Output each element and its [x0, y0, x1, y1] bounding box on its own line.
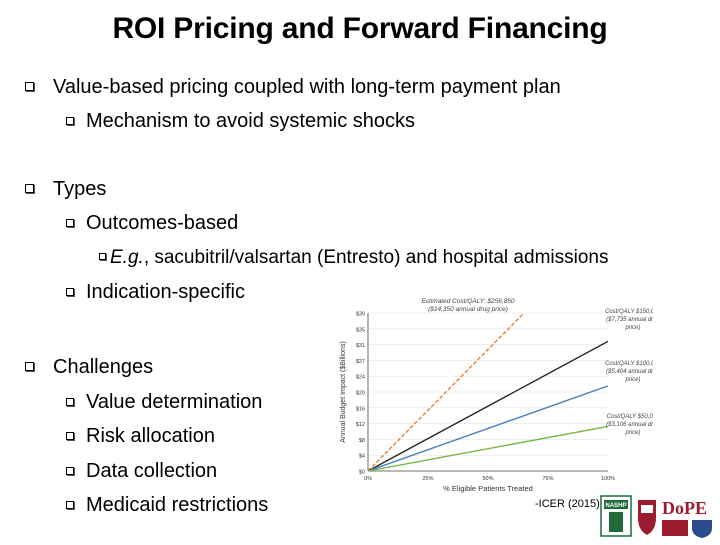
bullet-text: Data collection: [86, 460, 218, 482]
bullet-indication-specific: Indication-specific: [66, 280, 245, 304]
square-bullet-icon: [66, 432, 74, 440]
bullet-text: Mechanism to avoid systemic shocks: [86, 110, 416, 132]
example-abbrev: E.g.: [110, 247, 144, 268]
annotation-cost-qaly-1-line2: ($7,735 annual drug: [606, 317, 653, 323]
square-bullet-icon: [99, 252, 106, 260]
y-tick-label: $31: [356, 343, 365, 349]
bullet-outcomes-based: Outcomes-based: [66, 211, 239, 235]
annotation-cost-qaly-3-line3: price): [624, 430, 640, 436]
y-tick-label: $0: [359, 470, 365, 476]
y-tick-label: $12: [356, 422, 365, 428]
x-tick-label: 100%: [601, 476, 615, 482]
square-bullet-icon: [66, 288, 74, 296]
square-bullet-icon: [25, 362, 34, 371]
square-bullet-icon: [66, 501, 74, 509]
bullet-data-collection: Data collection: [66, 459, 218, 483]
y-tick-label: $8: [359, 438, 365, 444]
y-tick-label: $20: [356, 391, 365, 397]
bullet-text: Medicaid restrictions: [86, 494, 269, 516]
square-bullet-icon: [66, 398, 74, 406]
dope-logo: DoPE: [662, 498, 712, 538]
bullet-text: Challenges: [53, 356, 154, 378]
y-tick-label: $4: [359, 454, 365, 460]
logo-area: NASHP DoPE: [600, 492, 718, 540]
square-bullet-icon: [66, 219, 74, 227]
annotation-estimated-line2: ($14,350 annual drug price): [428, 306, 508, 313]
square-bullet-icon: [25, 82, 34, 91]
x-axis-label: % Eligible Patients Treated: [443, 484, 533, 493]
budget-impact-chart: $0 $4 $8 $12 $16 $20 $24 $27 $31 $35 $39 0% 25% 50% 75…: [333, 288, 662, 498]
annotation-cost-qaly-1-line1: Cost/QALY $150,000: [605, 309, 653, 315]
x-tick-label: 50%: [482, 476, 493, 482]
bullet-mechanism: Mechanism to avoid systemic shocks: [66, 109, 416, 133]
budget-impact-chart-svg: $0 $4 $8 $12 $16 $20 $24 $27 $31 $35 $39 0% 25% 50% 75…: [340, 298, 662, 493]
bullet-risk-allocation: Risk allocation: [66, 424, 215, 448]
y-tick-label: $24: [356, 375, 365, 381]
line-series-50k: [368, 425, 608, 471]
slide-title: ROI Pricing and Forward Financing: [112, 12, 608, 45]
line-series-estimated: [368, 313, 525, 471]
dope-logo-text: DoPE: [662, 498, 707, 518]
y-tick-label: $39: [356, 312, 365, 318]
annotation-cost-qaly-2-line3: price): [624, 377, 640, 383]
line-series-150k: [368, 340, 608, 471]
bullet-medicaid-restrictions: Medicaid restrictions: [66, 493, 269, 517]
annotation-estimated-line1: Estimated Cost/QALY: $256,850: [421, 298, 514, 305]
x-tick-label: 75%: [542, 476, 553, 482]
citation: -ICER (2015).: [535, 498, 603, 510]
square-bullet-icon: [25, 184, 34, 193]
y-tick-label: $16: [356, 406, 365, 412]
annotation-cost-qaly-2-line1: Cost/QALY $100,000: [605, 361, 653, 367]
nashp-logo-text: NASHP: [605, 503, 626, 509]
x-tick-label: 25%: [422, 476, 433, 482]
bullet-text: Value determination: [86, 391, 263, 413]
bullet-text: Outcomes-based: [86, 212, 239, 234]
square-bullet-icon: [66, 467, 74, 475]
bullet-types: Types: [25, 177, 107, 201]
x-tick-label: 0%: [364, 476, 372, 482]
y-tick-label: $35: [356, 327, 365, 333]
bullet-example-entresto: E.g., sacubitril/valsartan (Entresto) an…: [99, 246, 608, 270]
y-tick-label: $27: [356, 359, 365, 365]
bullet-text: Types: [53, 178, 107, 200]
bullet-challenges: Challenges: [25, 355, 154, 379]
y-axis-label: Annual Budget Impact ($Billions): [340, 341, 347, 443]
square-bullet-icon: [66, 117, 74, 125]
nashp-logo: NASHP: [600, 495, 632, 537]
annotation-cost-qaly-1-line3: price): [624, 325, 640, 331]
seal-logo: [638, 500, 656, 535]
annotation-cost-qaly-3-line1: Cost/QALY $50,000: [607, 414, 653, 420]
bullet-text: , sacubitril/valsartan (Entresto) and ho…: [143, 247, 609, 268]
bullet-text: Indication-specific: [86, 281, 245, 303]
bullet-value-based-pricing: Value-based pricing coupled with long-te…: [25, 75, 561, 99]
bullet-text: Risk allocation: [86, 425, 215, 447]
annotation-cost-qaly-2-line2: ($5,404 annual drug: [606, 369, 653, 375]
line-series-100k: [368, 385, 608, 471]
bullet-text: Value-based pricing coupled with long-te…: [53, 76, 561, 98]
annotation-cost-qaly-3-line2: ($3,106 annual drug: [606, 422, 653, 428]
bullet-value-determination: Value determination: [66, 390, 263, 414]
